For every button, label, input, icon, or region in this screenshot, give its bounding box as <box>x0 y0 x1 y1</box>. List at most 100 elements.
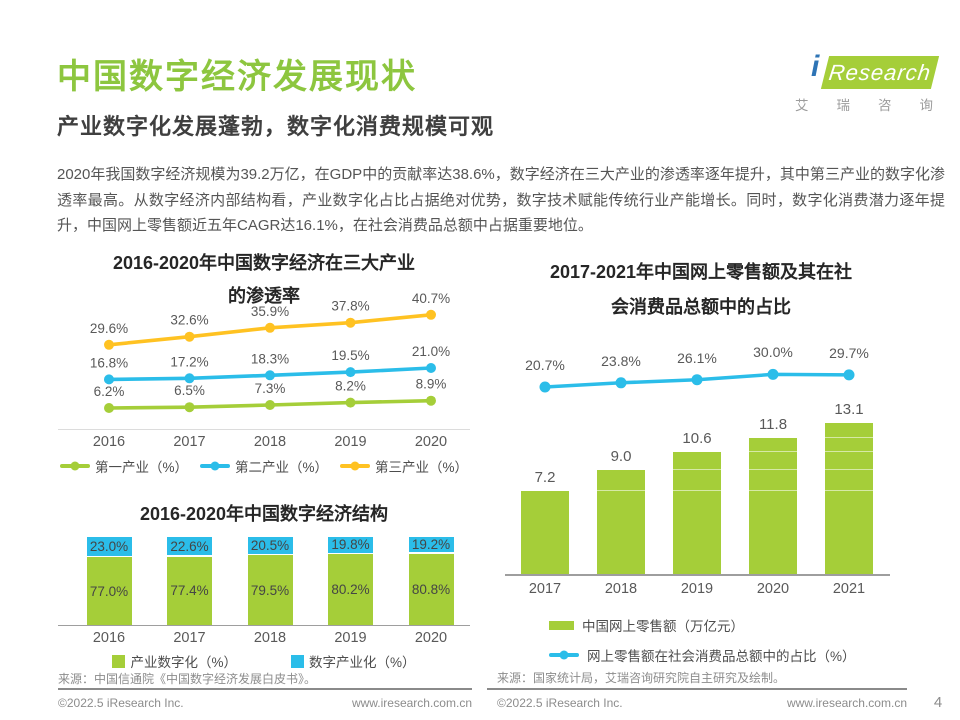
chart1-title-line1: 2016-2020年中国数字经济在三大产业 <box>112 253 416 273</box>
retail-bar <box>597 470 645 574</box>
bar-value-label: 7.2 <box>534 469 556 486</box>
chart3-x-ticks: 2017 2018 2019 2020 2021 <box>505 581 890 599</box>
segment-industry-digitalization: 77.0% <box>86 557 132 625</box>
legend-item: 数字产业化（%） <box>291 651 416 671</box>
legend-rect-marker <box>549 620 574 630</box>
data-point <box>426 395 436 406</box>
axis-tick: 2016 <box>92 434 126 450</box>
data-label: 6.5% <box>174 383 205 398</box>
chart1-svg: 6.2% 6.5% 7.3% 8.2% 8.9% 16.8% 17.2% 18.3% 19.5%… <box>90 291 450 413</box>
stacked-bar: 19.8% 80.2% <box>328 537 373 625</box>
segment-industry-digitalization: 80.2% <box>328 554 373 625</box>
axis-tick: 2016 <box>92 630 126 646</box>
chart2-legend: 产业数字化（%） 数字产业化（%） <box>58 651 470 671</box>
data-point <box>104 339 114 350</box>
segment-industry-digitalization: 79.5% <box>247 555 293 625</box>
logo-chinese-name: 艾瑞咨询 <box>795 98 960 113</box>
segment-value-label: 22.6% <box>170 538 209 554</box>
axis-tick: 2020 <box>414 434 448 450</box>
chart3-title-line2: 会消费品总额中的占比 <box>611 297 791 317</box>
data-point <box>104 403 114 413</box>
website-left: www.iresearch.com.cn <box>351 696 472 710</box>
data-label: 29.6% <box>90 321 128 336</box>
legend-line-marker <box>59 461 90 471</box>
segment-value-label: 79.5% <box>250 582 290 598</box>
data-point <box>691 374 703 386</box>
segment-value-label: 77.4% <box>170 583 209 599</box>
bar-inner-gridline <box>597 489 645 491</box>
chart1-legend: 第一产业（%） 第二产业（%） 第三产业（%） <box>58 456 470 476</box>
data-label: 37.8% <box>331 299 369 314</box>
legend-item: 第三产业（%） <box>340 456 468 476</box>
legend-square-marker <box>112 654 126 668</box>
axis-tick: 2017 <box>173 434 206 450</box>
data-point <box>184 373 195 384</box>
chart3-combo-plot: 7.2 9.0 10.6 11.8 13.1 20.7% 23.8% 26.1% 30.0% 29… <box>505 344 890 576</box>
bar-inner-gridline <box>825 468 873 470</box>
axis-tick: 2019 <box>334 630 367 646</box>
chart1-x-axis-line <box>58 429 470 430</box>
segment-industry-digitalization: 77.4% <box>167 556 212 625</box>
iresearch-logo: i Research 艾瑞咨询 <box>795 48 945 113</box>
data-point <box>184 402 195 413</box>
stacked-bar: 22.6% 77.4% <box>167 537 212 625</box>
retail-bar <box>673 452 721 574</box>
logo-research-text: Research <box>827 59 933 85</box>
chart2-x-ticks: 2016 2017 2018 2019 2020 <box>58 630 470 648</box>
data-label: 7.3% <box>255 381 286 396</box>
data-point <box>615 377 627 389</box>
segment-digital-industrialization: 23.0% <box>86 537 132 556</box>
segment-value-label: 20.5% <box>250 537 290 553</box>
retail-bar <box>825 423 873 574</box>
data-label: 18.3% <box>251 351 289 366</box>
axis-tick: 2020 <box>414 630 448 646</box>
segment-digital-industrialization: 20.5% <box>247 537 293 554</box>
data-label: 40.7% <box>412 291 450 306</box>
bar-inner-gridline <box>825 489 873 491</box>
segment-value-label: 77.0% <box>89 583 129 599</box>
line-value-label: 23.8% <box>601 353 641 369</box>
bar-value-label: 10.6 <box>682 430 712 447</box>
chart1-title-line2: 的渗透率 <box>228 286 300 306</box>
bar-inner-gridline <box>825 450 873 452</box>
data-point <box>345 397 356 408</box>
data-label: 19.5% <box>331 348 369 363</box>
legend-item: 网上零售额在社会消费品总额中的占比（%） <box>549 645 856 665</box>
retail-bar <box>749 438 797 574</box>
bar-inner-gridline <box>673 468 721 470</box>
legend-item: 产业数字化（%） <box>112 651 237 671</box>
axis-tick: 2018 <box>253 434 287 450</box>
stacked-bar: 23.0% 77.0% <box>86 537 132 625</box>
page-number: 4 <box>933 694 943 711</box>
chart1-title: 2016-2020年中国数字经济在三大产业 的渗透率 <box>58 247 470 313</box>
legend-label: 产业数字化（%） <box>130 655 237 670</box>
data-point <box>265 400 275 410</box>
line-value-label: 29.7% <box>829 345 869 361</box>
segment-value-label: 19.2% <box>411 537 451 553</box>
segment-value-label: 19.8% <box>331 537 370 553</box>
axis-tick: 2018 <box>604 581 638 597</box>
legend-label: 第三产业（%） <box>375 460 469 475</box>
data-point <box>265 322 275 333</box>
legend-dot <box>350 461 360 471</box>
data-label: 6.2% <box>94 384 125 399</box>
data-label: 32.6% <box>170 313 208 328</box>
data-label: 16.8% <box>90 355 128 370</box>
segment-gap <box>167 555 212 557</box>
bar-inner-gridline <box>673 489 721 491</box>
copyright-left: ©2022.5 iResearch Inc. <box>58 696 184 710</box>
chart1-line-plot: 6.2% 6.5% 7.3% 8.2% 8.9% 16.8% 17.2% 18.3% 19.5%… <box>58 290 470 430</box>
bar-value-label: 11.8 <box>758 416 788 433</box>
legend-dot <box>210 461 220 471</box>
legend-line-marker <box>199 461 230 471</box>
copyright-right: ©2022.5 iResearch Inc. <box>497 696 623 710</box>
segment-gap <box>408 552 454 554</box>
legend-dot <box>70 461 80 471</box>
axis-tick: 2021 <box>832 581 866 597</box>
segment-digital-industrialization: 22.6% <box>167 537 212 556</box>
page-subtitle: 产业数字化发展蓬勃，数字化消费规模可观 <box>57 114 495 139</box>
legend-label: 第二产业（%） <box>234 460 328 475</box>
footer-right: ©2022.5 iResearch Inc. www.iresearch.com… <box>497 696 907 710</box>
axis-tick: 2019 <box>334 434 367 450</box>
chart2-x-axis-line <box>58 625 470 626</box>
